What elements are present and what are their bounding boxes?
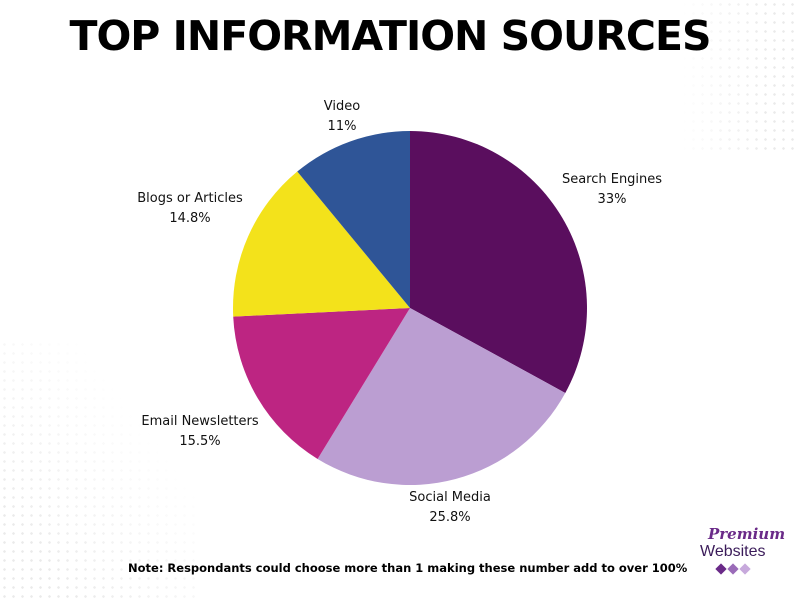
dot-pattern-decoration xyxy=(680,0,800,150)
slice-label-value: 15.5% xyxy=(179,434,221,449)
slice-label-value: 33% xyxy=(597,192,627,207)
dot-pattern-decoration xyxy=(0,340,200,600)
slice-label-value: 11% xyxy=(327,119,357,134)
pie-slice-search-engines xyxy=(410,131,587,393)
logo-diamond-icon xyxy=(715,563,727,575)
slice-label-name: Search Engines xyxy=(561,172,663,187)
logo: Premium Websites xyxy=(700,525,785,585)
pie-slice-social-media xyxy=(317,308,566,485)
slice-label-name: Email Newsletters xyxy=(141,414,259,429)
slice-label-name: Video xyxy=(323,99,361,114)
slice-label-blogs-or-articles: Blogs or Articles 14.8% xyxy=(137,189,243,229)
logo-line2: Websites xyxy=(700,543,766,560)
slice-label-name: Blogs or Articles xyxy=(137,191,243,206)
logo-diamond-icon xyxy=(739,563,751,575)
slice-label-video: Video 11% xyxy=(324,97,360,137)
logo-line1: Premium xyxy=(708,525,786,543)
pie-slice-video xyxy=(297,131,410,308)
logo-diamond-icon xyxy=(727,563,739,575)
footnote: Note: Respondants could choose more than… xyxy=(128,561,688,575)
slice-label-value: 14.8% xyxy=(169,211,211,226)
chart-title: TOP INFORMATION SOURCES xyxy=(69,12,711,60)
pie-slice-blogs-or-articles xyxy=(233,171,410,317)
slice-label-social-media: Social Media 25.8% xyxy=(409,488,491,528)
slice-label-search-engines: Search Engines 33% xyxy=(562,170,662,210)
slice-label-name: Social Media xyxy=(409,490,491,505)
slice-label-email-newsletters: Email Newsletters 15.5% xyxy=(141,412,258,452)
slice-label-value: 25.8% xyxy=(429,510,471,525)
logo-diamonds xyxy=(715,563,751,575)
pie-slice-email-newsletters xyxy=(233,308,410,459)
